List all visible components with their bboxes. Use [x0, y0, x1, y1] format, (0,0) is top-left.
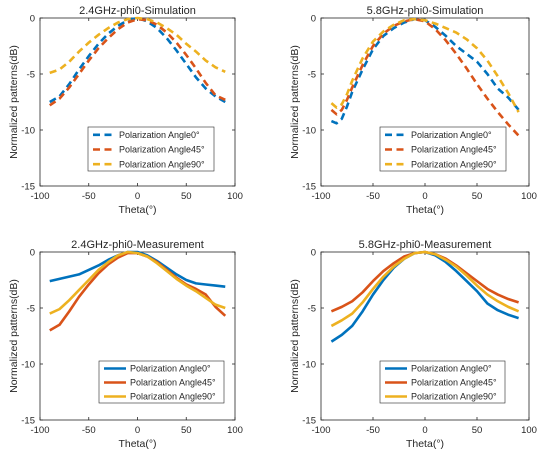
x-tick-label: 0	[422, 425, 427, 436]
x-tick-label: 100	[227, 425, 243, 436]
y-axis-label: Normalized patterns(dB)	[289, 279, 301, 393]
x-tick-label: 0	[422, 191, 427, 202]
chart-title: 5.8GHz-phi0-Simulation	[367, 5, 484, 17]
x-axis-label: Theta(°)	[118, 438, 156, 450]
y-tick-label: 0	[30, 248, 35, 259]
x-tick-label: -50	[82, 191, 96, 202]
x-tick-label: -100	[30, 191, 49, 202]
chart-panel-3: -100 -50 0 50 100-15-10-502.4GHz-phi0-Measur…	[8, 239, 243, 450]
x-tick-label: 100	[227, 191, 243, 202]
chart-title: 5.8GHz-phi0-Measurement	[359, 239, 492, 251]
legend-label: Polarization Angle0°	[411, 130, 492, 140]
y-axis-label: Normalized patterns(dB)	[8, 45, 20, 159]
x-tick-label: -50	[366, 191, 380, 202]
chart-panel-1: -100 -50 0 50 100-15-10-502.4GHz-phi0-Simula…	[8, 5, 243, 216]
series-line-3	[330, 250, 520, 328]
x-tick-label: 50	[472, 425, 483, 436]
legend-label: Polarization Angle45°	[411, 378, 497, 388]
x-tick-label: 50	[181, 425, 192, 436]
legend-label: Polarization Angle0°	[119, 130, 200, 140]
legend-label: Polarization Angle90°	[411, 392, 497, 402]
x-axis-label: Theta(°)	[118, 204, 156, 216]
series-line-3	[330, 17, 520, 113]
y-tick-label: -15	[21, 182, 35, 193]
chart-title: 2.4GHz-phi0-Simulation	[79, 5, 196, 17]
series-line-1	[49, 16, 226, 104]
legend-label: Polarization Angle0°	[130, 364, 211, 374]
x-tick-label: -100	[311, 191, 330, 202]
legend-label: Polarization Angle45°	[411, 145, 497, 155]
legend: Polarization Angle0° Polarization Angle45…	[87, 126, 215, 172]
legend-label: Polarization Angle0°	[411, 364, 492, 374]
y-tick-label: -5	[27, 70, 35, 81]
x-tick-label: 100	[521, 425, 537, 436]
legend: Polarization Angle0° Polarization Angle45…	[379, 126, 507, 172]
legend: Polarization Angle0° Polarization Angle45…	[98, 360, 225, 404]
x-tick-label: -100	[311, 425, 330, 436]
y-tick-label: -10	[21, 126, 35, 137]
y-tick-label: 0	[311, 14, 316, 25]
y-tick-label: 0	[311, 248, 316, 259]
y-tick-label: -10	[302, 360, 316, 371]
legend-label: Polarization Angle90°	[130, 392, 216, 402]
y-tick-label: -10	[302, 126, 316, 137]
legend-label: Polarization Angle90°	[119, 159, 205, 169]
y-axis-label: Normalized patterns(dB)	[289, 45, 301, 159]
legend-label: Polarization Angle45°	[119, 145, 205, 155]
x-tick-label: -100	[30, 425, 49, 436]
y-tick-label: -5	[308, 304, 316, 315]
x-tick-label: -50	[82, 425, 96, 436]
x-axis-label: Theta(°)	[406, 438, 444, 450]
chart-panel-4: -100 -50 0 50 100-15-10-505.8GHz-phi0-Measur…	[289, 239, 537, 450]
x-tick-label: 50	[472, 191, 483, 202]
y-tick-label: 0	[30, 14, 35, 25]
y-axis-label: Normalized patterns(dB)	[8, 279, 20, 393]
chart-panel-2: -100 -50 0 50 100-15-10-505.8GHz-phi0-Simula…	[289, 5, 537, 216]
x-tick-label: 0	[135, 425, 140, 436]
y-tick-label: -5	[308, 70, 316, 81]
legend: Polarization Angle0° Polarization Angle45…	[379, 360, 506, 404]
chart-title: 2.4GHz-phi0-Measurement	[71, 239, 204, 251]
legend-label: Polarization Angle90°	[411, 159, 497, 169]
x-tick-label: 0	[135, 191, 140, 202]
legend-label: Polarization Angle45°	[130, 378, 216, 388]
series-line-2	[330, 17, 520, 137]
series-line-3	[49, 250, 226, 315]
y-tick-label: -10	[21, 360, 35, 371]
series-line-3	[49, 16, 226, 75]
y-tick-label: -15	[302, 182, 316, 193]
y-tick-label: -5	[27, 304, 35, 315]
x-tick-label: -50	[366, 425, 380, 436]
x-tick-label: 50	[181, 191, 192, 202]
x-tick-label: 100	[521, 191, 537, 202]
x-axis-label: Theta(°)	[406, 204, 444, 216]
y-tick-label: -15	[21, 416, 35, 427]
y-tick-label: -15	[302, 416, 316, 427]
